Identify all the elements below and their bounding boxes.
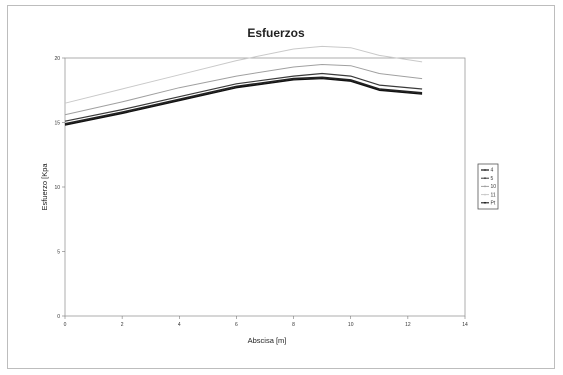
x-tick-label: 4 — [178, 322, 181, 328]
legend-marker — [484, 169, 486, 171]
legend-label: Pt — [491, 201, 496, 207]
legend-label: 10 — [491, 184, 497, 190]
x-tick-label: 12 — [405, 322, 411, 328]
x-tick-label: 0 — [64, 322, 67, 328]
legend-label: 4 — [491, 168, 494, 174]
series-line-Pt — [64, 77, 423, 126]
legend: 4 5 10 11 Pt — [477, 163, 499, 210]
series-line-5 — [64, 72, 423, 122]
y-tick-label: 0 — [57, 314, 60, 320]
x-axis: 0 2 4 6 8 10 12 14 — [64, 316, 468, 328]
legend-marker — [484, 201, 486, 204]
y-tick-label: 15 — [54, 120, 60, 126]
series-line-11 — [64, 45, 423, 104]
legend-marker — [484, 193, 486, 196]
x-tick-label: 8 — [292, 322, 295, 328]
series-line-10 — [64, 64, 423, 116]
x-tick-label: 6 — [235, 322, 238, 328]
y-axis: 0 5 10 15 20 — [54, 56, 65, 320]
legend-label: 11 — [491, 192, 496, 198]
x-tick-label: 14 — [462, 322, 468, 328]
x-axis-label: Abscisa [m] — [248, 336, 287, 345]
y-tick-label: 10 — [54, 185, 60, 191]
legend-marker — [484, 177, 486, 180]
y-tick-label: 20 — [54, 56, 60, 62]
x-tick-label: 2 — [121, 322, 124, 328]
series-line-4 — [64, 76, 423, 125]
chart-title: Esfuerzos — [247, 26, 305, 40]
legend-label: 5 — [491, 176, 494, 182]
plot-area — [64, 57, 466, 317]
legend-marker — [484, 185, 486, 188]
series-lines — [64, 45, 423, 126]
y-axis-label: Esfuerzo [Kpa — [40, 163, 49, 211]
x-tick-label: 10 — [348, 322, 354, 328]
y-tick-label: 5 — [57, 249, 60, 255]
